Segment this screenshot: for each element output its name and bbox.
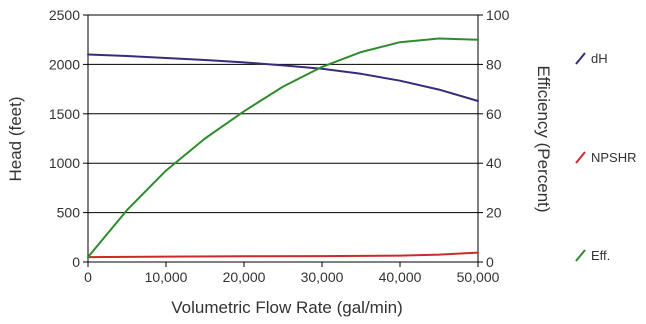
legend-swatch-dh <box>575 52 586 65</box>
x-axis-ticks: 0 10,000 20,000 30,000 40,000 50,000 <box>84 262 500 285</box>
series-layer <box>87 37 479 259</box>
y-right-tick-label: 60 <box>486 106 502 122</box>
series-line-dh <box>87 53 479 102</box>
series-line-eff <box>87 37 479 259</box>
grid-lines <box>88 14 478 263</box>
y-right-tick-label: 0 <box>486 254 494 270</box>
y-left-tick-label: 1000 <box>49 155 80 171</box>
y-left-tick-label: 0 <box>72 254 80 270</box>
x-axis-label: Volumetric Flow Rate (gal/min) <box>171 298 402 317</box>
y-right-axis-label: Efficiency (Percent) <box>534 65 553 212</box>
y-right-tick-label: 80 <box>486 56 502 72</box>
y-right-tick-label: 100 <box>486 7 510 23</box>
y-left-tick-label: 2000 <box>49 56 80 72</box>
legend: dH NPSHR Eff. <box>575 51 637 263</box>
x-tick-label: 50,000 <box>457 269 500 285</box>
plot-area <box>87 15 479 262</box>
y-left-axis-ticks: 0 500 1000 1500 2000 2500 <box>49 7 88 270</box>
x-tick-label: 10,000 <box>145 269 188 285</box>
y-left-axis-label: Head (feet) <box>6 96 25 181</box>
y-left-tick-label: 1500 <box>49 106 80 122</box>
legend-label-eff: Eff. <box>591 248 610 263</box>
y-left-tick-label: 2500 <box>49 7 80 23</box>
legend-swatch-eff <box>575 249 586 262</box>
x-tick-label: 0 <box>84 269 92 285</box>
legend-label-dh: dH <box>591 51 608 66</box>
y-left-tick-label: 500 <box>57 205 81 221</box>
legend-swatch-npshr <box>575 151 586 164</box>
x-tick-label: 30,000 <box>301 269 344 285</box>
x-tick-label: 40,000 <box>379 269 422 285</box>
x-tick-label: 20,000 <box>223 269 266 285</box>
y-right-tick-label: 20 <box>486 205 502 221</box>
legend-label-npshr: NPSHR <box>591 150 637 165</box>
y-right-tick-label: 40 <box>486 155 502 171</box>
y-right-axis-ticks: 0 20 40 60 80 100 <box>478 7 510 270</box>
series-line-npshr <box>87 251 479 259</box>
